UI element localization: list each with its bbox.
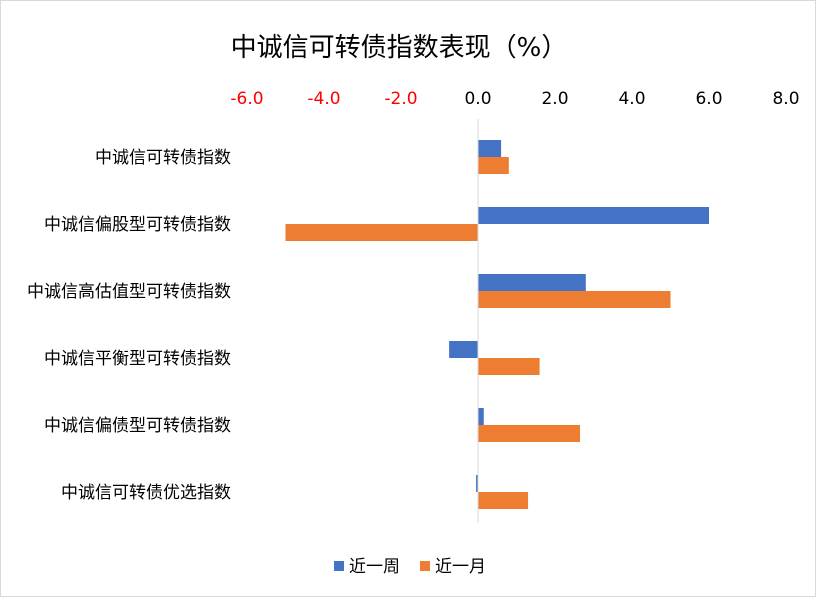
x-tick-label: 0.0	[464, 89, 491, 109]
x-tick-label: 2.0	[541, 89, 568, 109]
x-tick-label: -4.0	[307, 89, 340, 109]
bar-month	[478, 492, 529, 509]
x-tick-label: -6.0	[230, 89, 263, 109]
bar-week	[478, 274, 586, 291]
bars	[285, 140, 709, 509]
bar-month	[478, 157, 509, 174]
chart-title: 中诚信可转债指数表现（%）	[231, 33, 568, 63]
bar-month	[478, 358, 540, 375]
legend: 近一周 近一月	[334, 557, 486, 577]
category-label: 中诚信平衡型可转债指数	[44, 349, 231, 369]
bar-month	[285, 224, 478, 241]
legend-swatch-week	[334, 561, 344, 571]
category-labels: 中诚信可转债指数中诚信偏股型可转债指数中诚信高估值型可转债指数中诚信平衡型可转债…	[27, 148, 231, 503]
bar-week	[476, 475, 478, 492]
x-tick-label: 4.0	[618, 89, 645, 109]
bar-week	[478, 207, 709, 224]
bar-month	[478, 291, 671, 308]
bar-month	[478, 425, 581, 442]
x-axis-ticks: -6.0 -4.0 -2.0 0.0 2.0 4.0 6.0 8.0	[230, 89, 799, 109]
bar-week	[478, 140, 502, 157]
legend-label: 近一周	[349, 557, 400, 577]
legend-label: 近一月	[435, 557, 486, 577]
category-label: 中诚信可转债优选指数	[61, 483, 231, 503]
x-tick-label: 6.0	[695, 89, 722, 109]
category-label: 中诚信高估值型可转债指数	[27, 282, 231, 302]
category-label: 中诚信偏债型可转债指数	[44, 416, 231, 436]
x-tick-label: -2.0	[384, 89, 417, 109]
legend-swatch-month	[420, 561, 430, 571]
bar-week	[449, 341, 478, 358]
category-label: 中诚信偏股型可转债指数	[44, 215, 231, 235]
x-tick-label: 8.0	[772, 89, 799, 109]
category-label: 中诚信可转债指数	[95, 148, 231, 168]
bar-week	[478, 408, 484, 425]
